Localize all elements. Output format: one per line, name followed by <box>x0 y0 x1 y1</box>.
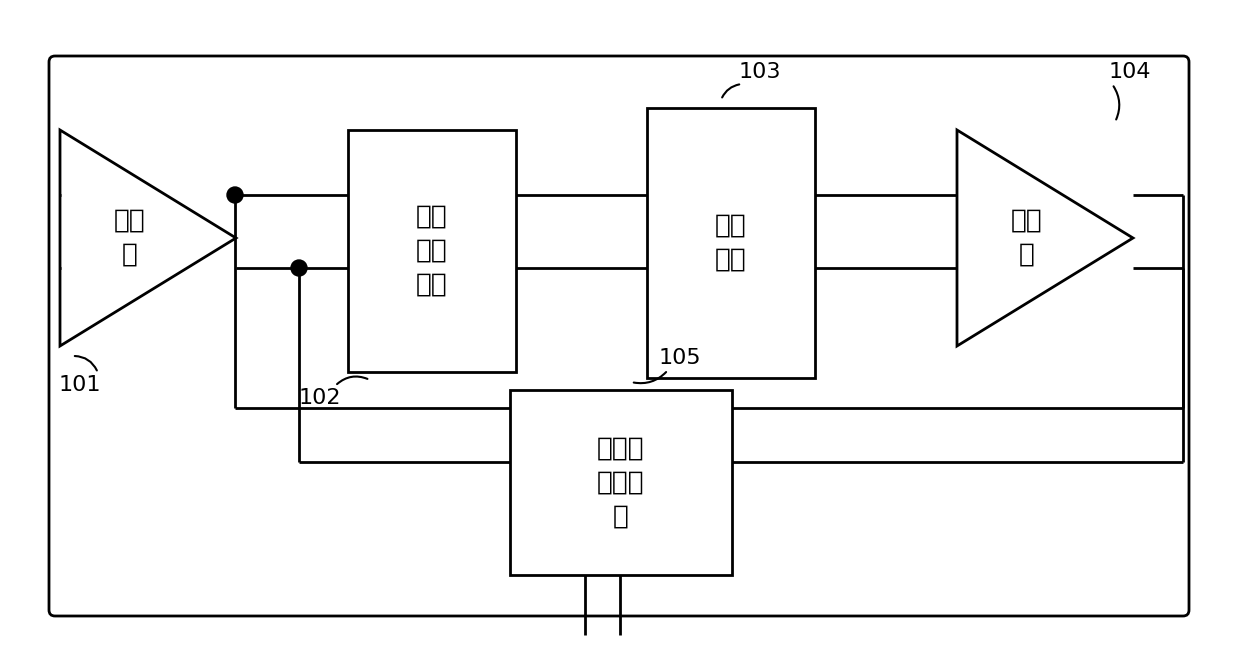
Text: 放大
器: 放大 器 <box>1011 208 1043 268</box>
Text: 102: 102 <box>299 388 341 408</box>
Text: 延迟
单元: 延迟 单元 <box>715 213 746 273</box>
Bar <box>510 390 732 575</box>
Text: 分压
滤波
网络: 分压 滤波 网络 <box>417 204 448 298</box>
Circle shape <box>291 260 308 276</box>
Text: 105: 105 <box>658 348 702 368</box>
Bar <box>647 108 815 378</box>
Text: 104: 104 <box>1109 62 1151 82</box>
Text: 103: 103 <box>739 62 781 82</box>
Text: 101: 101 <box>58 375 102 395</box>
Circle shape <box>227 187 243 203</box>
Bar <box>348 130 516 372</box>
Text: 预加重
求和电
路: 预加重 求和电 路 <box>598 436 645 530</box>
Text: 放大
器: 放大 器 <box>114 208 146 268</box>
